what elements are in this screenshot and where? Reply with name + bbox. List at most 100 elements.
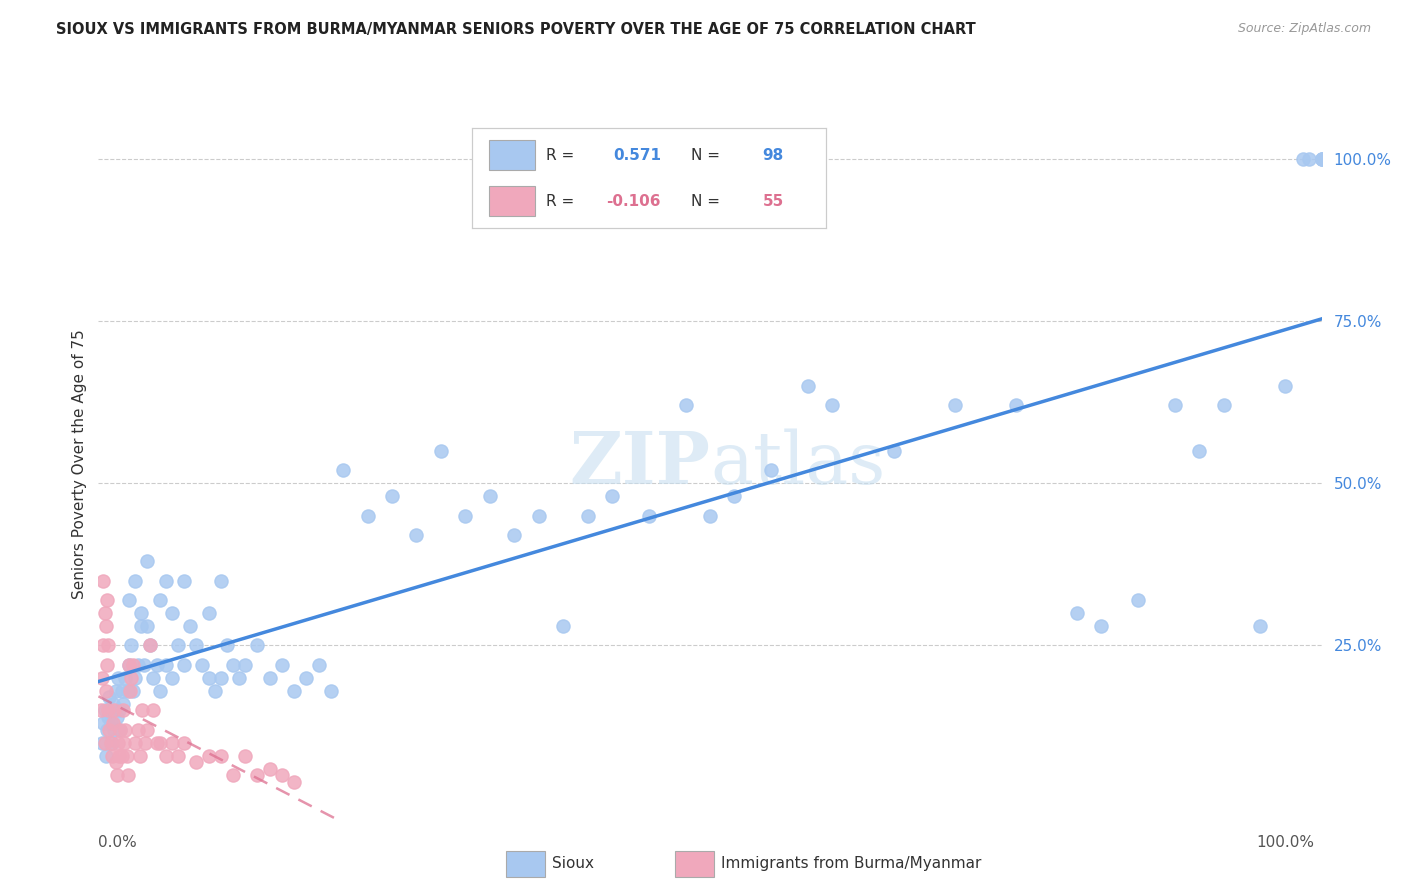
Point (131, 703, 153, 717)
Point (149, 736, 172, 750)
Point (129, 606, 152, 620)
Point (381, 489, 404, 503)
Point (129, 619, 152, 633)
Point (101, 697, 124, 711)
Point (124, 574, 146, 588)
Point (1128, 593, 1150, 607)
Point (101, 716, 124, 731)
Point (270, 768, 294, 782)
Point (209, 574, 232, 588)
Point (139, 639, 162, 653)
Point (110, 723, 132, 737)
Point (121, 657, 143, 672)
Point (270, 657, 294, 672)
Point (160, 671, 183, 685)
Point (356, 508, 378, 523)
Point (97, 639, 120, 653)
Point (114, 671, 136, 685)
Point (117, 768, 139, 782)
Point (222, 657, 245, 672)
Point (108, 748, 131, 763)
Point (118, 657, 141, 672)
Point (723, 489, 745, 503)
Point (454, 508, 477, 523)
Point (96, 593, 118, 607)
Point (1090, 619, 1112, 633)
Point (101, 736, 124, 750)
Point (118, 657, 141, 672)
Point (553, 619, 575, 633)
Point (209, 748, 232, 763)
Point (121, 684, 143, 698)
Point (100, 716, 122, 731)
Point (120, 671, 142, 685)
Point (1310, 152, 1333, 166)
Point (114, 723, 136, 737)
FancyBboxPatch shape (675, 851, 714, 877)
Point (97, 710, 120, 724)
Point (233, 657, 256, 672)
Point (1274, 379, 1296, 393)
Point (209, 671, 232, 685)
Point (112, 736, 135, 750)
Point (197, 748, 219, 763)
Point (91, 639, 114, 653)
Point (222, 768, 245, 782)
Text: 0.0%: 0.0% (98, 836, 138, 850)
Point (883, 443, 905, 458)
Point (136, 619, 159, 633)
FancyBboxPatch shape (506, 851, 546, 877)
Point (132, 657, 155, 672)
Point (430, 443, 453, 458)
Point (142, 703, 165, 717)
Point (111, 697, 134, 711)
Point (124, 736, 146, 750)
Point (91, 736, 114, 750)
Point (104, 684, 127, 698)
Point (1292, 152, 1315, 166)
Point (405, 528, 427, 542)
Point (699, 508, 721, 523)
Point (675, 399, 697, 413)
Point (638, 508, 661, 523)
Point (1310, 152, 1333, 166)
Point (197, 671, 219, 685)
Point (110, 723, 132, 737)
Point (98, 690, 121, 705)
Point (146, 736, 169, 750)
Text: 100.0%: 100.0% (1257, 836, 1315, 850)
Point (233, 748, 256, 763)
Point (283, 684, 305, 698)
Text: atlas: atlas (710, 428, 886, 500)
Point (160, 736, 183, 750)
Point (246, 768, 269, 782)
Point (91, 574, 114, 588)
Point (155, 748, 177, 763)
Point (821, 399, 844, 413)
Point (139, 639, 162, 653)
Point (101, 748, 124, 763)
Point (100, 736, 122, 750)
Point (97, 703, 120, 717)
Point (215, 639, 238, 653)
Point (173, 657, 195, 672)
Point (93, 703, 115, 717)
Point (107, 736, 129, 750)
Point (146, 657, 169, 672)
Point (308, 657, 330, 672)
Point (197, 606, 219, 620)
Point (105, 768, 128, 782)
Point (1164, 399, 1187, 413)
Point (179, 619, 201, 633)
Point (173, 736, 195, 750)
Point (797, 379, 820, 393)
Point (155, 574, 177, 588)
Point (107, 671, 129, 685)
Point (259, 762, 281, 776)
Point (173, 574, 195, 588)
Point (142, 671, 165, 685)
Point (127, 657, 149, 672)
Point (115, 748, 138, 763)
Point (94, 619, 117, 633)
Point (136, 554, 159, 568)
